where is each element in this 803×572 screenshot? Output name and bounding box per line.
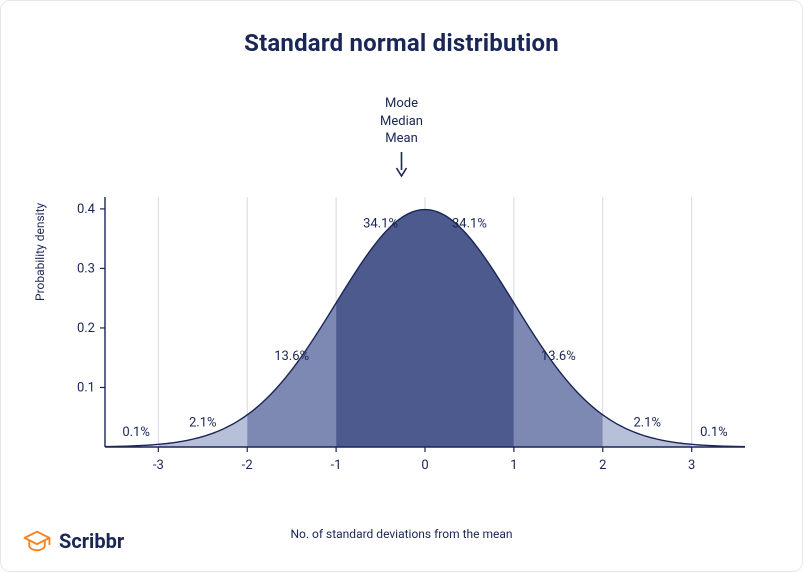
region-label: 0.1% <box>700 425 728 440</box>
brand-name: Scribbr <box>59 529 124 553</box>
region-label: 13.6% <box>541 349 576 364</box>
annotation-median: Median <box>380 113 423 131</box>
annotation-mode: Mode <box>380 95 423 113</box>
graduation-cap-icon <box>23 529 51 553</box>
region-label: 2.1% <box>633 416 661 431</box>
chart-title: Standard normal distribution <box>1 29 802 57</box>
y-axis-label: Probability density <box>33 203 47 301</box>
y-tick-label: 0.2 <box>77 321 95 336</box>
x-tick-label: 1 <box>510 458 517 473</box>
chart-area: 0.1 0.2 0.3 0.4 -3 -2 -1 0 1 2 3 0.1% 2.1% 13.6% 34.1%… <box>61 191 761 471</box>
brand-logo: Scribbr <box>23 529 124 553</box>
region-fill <box>336 210 425 447</box>
y-tick-label: 0.4 <box>77 202 96 217</box>
annotation-mean: Mean <box>380 130 423 148</box>
region-label: 2.1% <box>189 416 217 431</box>
x-tick-label: -3 <box>153 458 164 473</box>
x-tick-label: -2 <box>242 458 253 473</box>
x-tick-label: 0 <box>421 458 428 473</box>
y-tick-label: 0.3 <box>77 261 95 276</box>
region-label: 0.1% <box>122 425 150 440</box>
center-annotation: Mode Median Mean <box>380 95 423 178</box>
normal-distribution-chart: 0.1 0.2 0.3 0.4 -3 -2 -1 0 1 2 3 0.1% 2.1% 13.6% 34.1%… <box>61 191 751 481</box>
region-fill <box>425 210 514 447</box>
region-label: 34.1% <box>363 216 398 231</box>
region-label: 34.1% <box>452 216 487 231</box>
x-tick-label: 3 <box>688 458 695 473</box>
arrow-down-icon <box>395 152 409 178</box>
y-tick-label: 0.1 <box>77 380 95 395</box>
figure-card: Standard normal distribution Mode Median… <box>0 0 803 572</box>
region-label: 13.6% <box>274 349 309 364</box>
x-tick-label: -1 <box>331 458 342 473</box>
x-tick-label: 2 <box>599 458 606 473</box>
